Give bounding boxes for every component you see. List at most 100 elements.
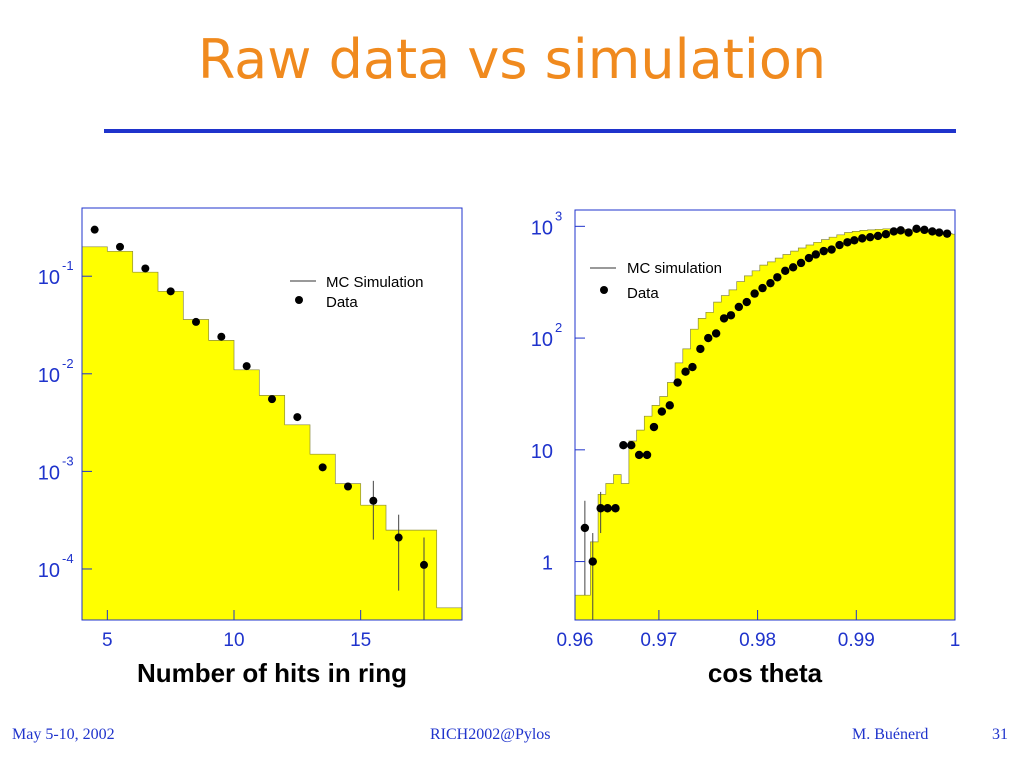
x-tick-label: 5 [102,630,113,651]
data-point [889,227,899,236]
data-point [217,332,226,341]
data-point [596,504,605,513]
footer-author: M. Buénerd [852,726,929,743]
y-tick-label: 10 [38,365,60,387]
data-point [420,560,428,569]
data-point [865,232,875,242]
data-point [681,367,690,376]
data-point [835,240,844,250]
data-point [704,333,713,343]
chart1-xlabel: Number of hits in ring [137,658,407,688]
title-divider [104,129,956,133]
data-point [627,440,636,450]
y-tick-exponent: -4 [62,551,74,566]
data-point [642,450,652,460]
data-point [90,225,99,234]
data-point [858,234,867,243]
y-tick-label: 10 [38,560,60,582]
data-point [192,317,200,326]
legend-data-label: Data [326,294,358,311]
data-point [819,246,828,256]
legend-data-marker [295,296,303,304]
data-point [726,311,736,320]
chart2-xlabel: cos theta [708,658,823,688]
data-point [928,227,937,236]
data-point [935,228,944,237]
data-point [896,226,905,235]
data-point [603,504,612,513]
slide-title: Raw data vs simulation [197,28,827,91]
data-point [166,287,175,296]
y-tick-label: 10 [531,329,553,351]
x-tick-label: 0.96 [557,630,594,651]
data-point [634,450,644,460]
footer-conference: RICH2002@Pylos [430,726,551,743]
data-point [881,230,891,239]
y-tick-exponent: 2 [555,320,562,335]
plot-frame [574,209,956,621]
footer-date: May 5-10, 2002 [12,726,115,743]
data-point [942,229,952,238]
legend-mc-label: MC Simulation [326,274,424,291]
data-point [344,482,352,491]
x-tick-label: 0.97 [640,630,677,651]
data-point [920,225,929,235]
footer-page-number: 31 [992,726,1008,743]
data-point [827,245,836,254]
y-tick-exponent: -1 [62,258,74,273]
data-point [318,463,327,472]
x-tick-label: 15 [350,630,371,651]
data-point [788,263,798,272]
chart1-legend: MC Simulation Data [290,274,424,311]
data-point [649,422,659,432]
data-point [696,344,705,354]
legend-data-label: Data [627,285,659,302]
data-point [773,273,782,282]
data-point [912,224,921,234]
data-point [804,253,814,263]
data-point [242,362,251,371]
y-tick-label: 10 [531,441,553,463]
x-tick-label: 0.99 [838,630,875,651]
y-tick-label: 1 [542,553,553,575]
legend-data-marker [600,286,608,294]
data-point [141,264,150,273]
data-point [750,289,759,298]
data-point [673,378,682,387]
y-tick-exponent: -2 [62,356,74,371]
x-tick-label: 0.98 [739,630,776,651]
chart2-legend: MC simulation Data [590,260,722,302]
data-point [904,228,913,237]
data-point [588,557,597,566]
data-point [619,440,628,450]
y-tick-exponent: 3 [555,208,562,223]
y-tick-label: 10 [38,462,60,484]
data-point [734,302,744,312]
y-tick-label: 10 [38,267,60,289]
data-point [688,362,697,372]
data-point [580,523,590,533]
data-point [394,533,403,542]
data-point [611,504,620,513]
data-point [657,407,667,416]
data-point [766,278,775,288]
data-point [369,496,378,505]
data-point [665,401,674,410]
data-point [719,314,729,323]
y-tick-label: 10 [531,217,553,239]
data-point [711,329,721,338]
data-point [843,238,852,247]
data-point [811,250,821,259]
x-tick-label: 10 [223,630,244,651]
x-tick-label: 1 [950,630,961,651]
data-point [781,266,790,275]
data-point [293,413,302,422]
data-point [116,242,124,251]
plot-frame [81,207,463,621]
legend-mc-label: MC simulation [627,260,722,277]
data-point [268,395,276,404]
data-point [742,297,751,307]
data-point [873,231,883,241]
